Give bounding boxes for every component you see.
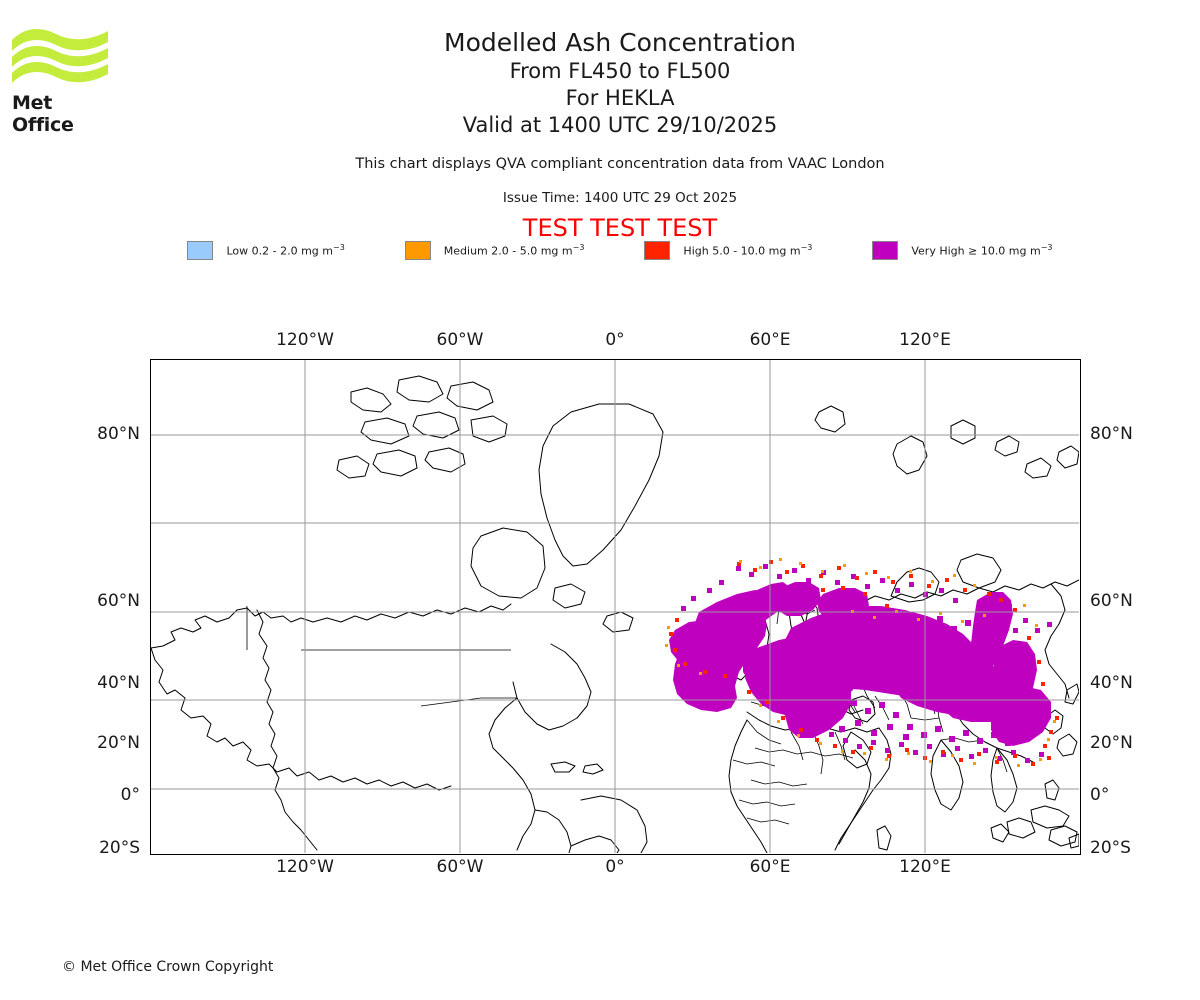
y-tick-left-20n: 20°N bbox=[97, 733, 140, 753]
legend-label-very-high: Very High ≥ 10.0 mg m−3 bbox=[911, 243, 1053, 258]
legend-entry-very-high: Very High ≥ 10.0 mg m−3 bbox=[872, 241, 1053, 260]
page-title: Modelled Ash Concentration bbox=[444, 28, 796, 57]
y-tick-left-40n: 40°N bbox=[97, 673, 140, 693]
legend-entry-low: Low 0.2 - 2.0 mg m−3 bbox=[187, 241, 345, 260]
copyright-notice: © Met Office Crown Copyright bbox=[62, 959, 274, 975]
y-tick-right-20n: 20°N bbox=[1090, 733, 1133, 753]
x-tick-bottom-120w: 120°W bbox=[276, 857, 334, 877]
x-tick-top-60e: 60°E bbox=[749, 330, 791, 350]
met-office-logo-text: Met Office bbox=[12, 92, 74, 136]
legend-swatch-low bbox=[187, 241, 214, 260]
x-tick-top-120w: 120°W bbox=[276, 330, 334, 350]
ash-plume-high bbox=[669, 560, 1059, 766]
issue-time: Issue Time: 1400 UTC 29 Oct 2025 bbox=[502, 190, 738, 206]
ash-plume-speckle bbox=[681, 564, 1052, 763]
y-tick-right-80n: 80°N bbox=[1090, 424, 1133, 444]
y-tick-left-80n: 80°N bbox=[97, 424, 140, 444]
legend-entry-medium: Medium 2.0 - 5.0 mg m−3 bbox=[404, 241, 585, 260]
met-office-wave-mark bbox=[12, 29, 108, 83]
concentration-legend: Low 0.2 - 2.0 mg m−3 Medium 2.0 - 5.0 mg… bbox=[150, 241, 1090, 260]
qva-note: This chart displays QVA compliant concen… bbox=[355, 156, 885, 172]
x-tick-top-60w: 60°W bbox=[436, 330, 484, 350]
y-tick-left-20s: 20°S bbox=[99, 838, 140, 858]
valid-time: Valid at 1400 UTC 29/10/2025 bbox=[462, 113, 778, 137]
chart-title-block: Modelled Ash Concentration From FL450 to… bbox=[150, 28, 1090, 139]
met-office-logo: Met Office bbox=[12, 28, 112, 136]
legend-label-low: Low 0.2 - 2.0 mg m−3 bbox=[226, 243, 345, 258]
x-tick-bottom-120e: 120°E bbox=[899, 857, 951, 877]
volcano-name: For HEKLA bbox=[565, 86, 675, 110]
x-tick-bottom-60w: 60°W bbox=[436, 857, 484, 877]
y-tick-right-60n: 60°N bbox=[1090, 591, 1133, 611]
world-map-plot[interactable] bbox=[150, 359, 1081, 855]
legend-entry-high: High 5.0 - 10.0 mg m−3 bbox=[644, 241, 812, 260]
x-tick-top-0: 0° bbox=[605, 330, 625, 350]
x-tick-bottom-60e: 60°E bbox=[749, 857, 791, 877]
x-tick-top-120e: 120°E bbox=[899, 330, 951, 350]
flight-level-range: From FL450 to FL500 bbox=[509, 59, 731, 83]
y-tick-right-20s: 20°S bbox=[1090, 838, 1131, 858]
ash-plume-medium bbox=[665, 558, 1056, 767]
legend-swatch-very-high bbox=[872, 241, 899, 260]
y-tick-right-40n: 40°N bbox=[1090, 673, 1133, 693]
legend-label-high: High 5.0 - 10.0 mg m−3 bbox=[683, 243, 813, 258]
legend-label-medium: Medium 2.0 - 5.0 mg m−3 bbox=[443, 243, 585, 258]
test-banner: TEST TEST TEST bbox=[522, 214, 718, 242]
map-canvas bbox=[151, 360, 1079, 853]
legend-swatch-medium bbox=[404, 241, 431, 260]
map-gridlines bbox=[151, 360, 1079, 853]
y-tick-left-60n: 60°N bbox=[97, 591, 140, 611]
x-tick-bottom-0: 0° bbox=[605, 857, 625, 877]
y-tick-left-0: 0° bbox=[120, 785, 140, 805]
legend-swatch-high bbox=[644, 241, 671, 260]
y-tick-right-0: 0° bbox=[1090, 785, 1110, 805]
